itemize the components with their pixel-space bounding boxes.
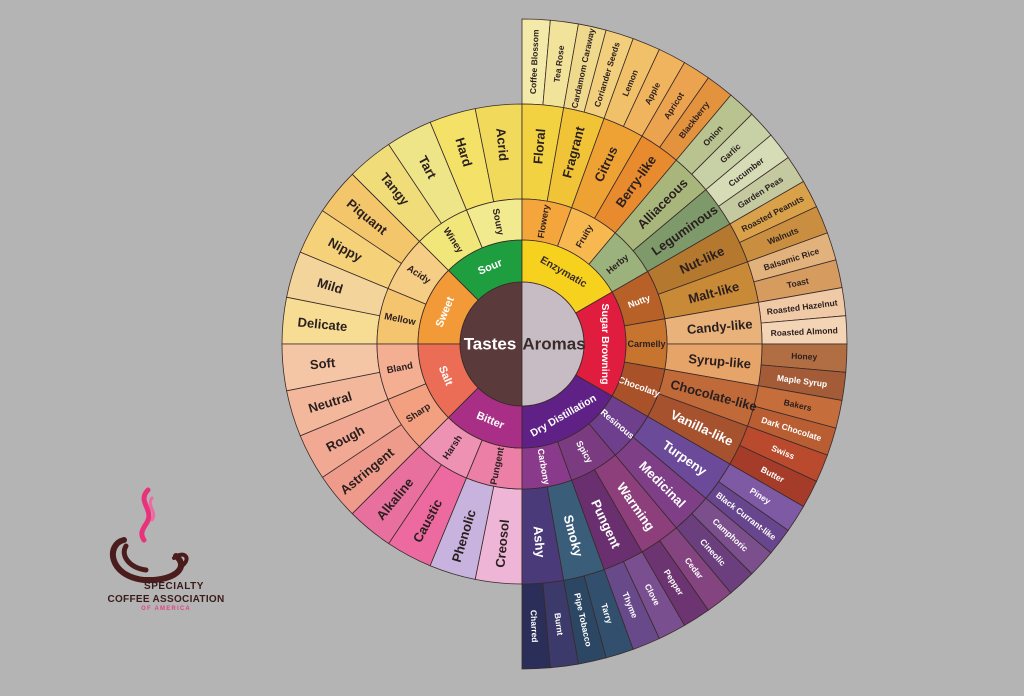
taste-sub-label-bland: Bland	[386, 360, 414, 376]
aroma-outer-label-honey: Honey	[791, 351, 818, 362]
tastes-label: Tastes	[464, 335, 517, 354]
aromas-center	[521, 281, 585, 407]
logo-text-coffee-association: COFFEE ASSOCIATION	[107, 594, 225, 605]
aroma-item-label-floral: Floral	[530, 128, 548, 165]
aroma-outer-label-tea-rose: Tea Rose	[552, 45, 567, 83]
coffee-cup-icon	[109, 487, 189, 583]
taste-item-label-acrid: Acrid	[493, 127, 511, 162]
aroma-group-label-sugar-browning: Sugar Browning	[599, 303, 611, 384]
aroma-outer-label-burnt: Burnt	[552, 612, 565, 636]
taste-item-label-creosol: Creosol	[492, 519, 512, 569]
aroma-outer-label-coffee-blossom: Coffee Blossom	[528, 29, 541, 95]
wheel-center: Tastes Aromas	[459, 281, 586, 407]
aroma-sub-label-carmelly: Carmelly	[627, 339, 665, 349]
taste-item-label-mild: Mild	[315, 275, 344, 297]
logo-text-of-america: OF AMERICA	[141, 606, 191, 612]
aroma-outer-label-roasted-almond: Roasted Almond	[770, 325, 838, 338]
aroma-outer-label-toast: Toast	[786, 276, 810, 291]
taste-sub-label-soury: Soury	[490, 208, 506, 237]
tastes-center	[459, 281, 523, 407]
aroma-item-label-syrup-like: Syrup-like	[688, 351, 752, 371]
taste-item-label-delicate: Delicate	[297, 314, 348, 334]
aroma-outer-label-charred: Charred	[529, 610, 540, 643]
aromas-label: Aromas	[522, 335, 585, 354]
taste-item-label-soft: Soft	[309, 355, 336, 372]
aroma-item-label-ashy: Ashy	[530, 525, 548, 559]
sca-logo: SPECIALTY COFFEE ASSOCIATION OF AMERICA	[96, 484, 236, 624]
aroma-item-label-candy-like: Candy-like	[686, 316, 753, 337]
logo-text-specialty: SPECIALTY	[144, 581, 204, 592]
